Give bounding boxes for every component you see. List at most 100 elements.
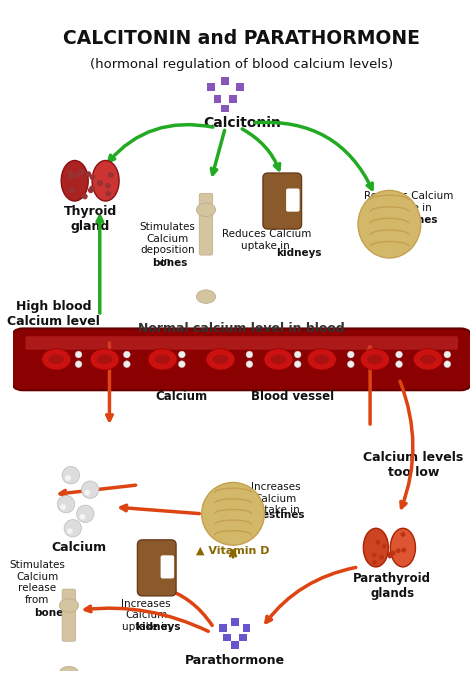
Circle shape — [396, 351, 402, 358]
Ellipse shape — [42, 349, 71, 370]
Ellipse shape — [358, 191, 421, 258]
Circle shape — [179, 361, 185, 367]
Circle shape — [75, 361, 82, 367]
Text: Increases
Calcium
uptake in: Increases Calcium uptake in — [251, 482, 301, 527]
Ellipse shape — [367, 354, 383, 364]
Circle shape — [97, 180, 103, 186]
Text: bones: bones — [153, 258, 188, 268]
Ellipse shape — [59, 599, 79, 612]
Ellipse shape — [49, 354, 64, 364]
Circle shape — [179, 351, 185, 358]
Ellipse shape — [59, 667, 79, 680]
Circle shape — [379, 555, 384, 559]
Text: bones: bones — [34, 609, 69, 618]
Text: Stimulates
Calcium
release
from: Stimulates Calcium release from — [9, 560, 65, 617]
Circle shape — [246, 351, 253, 358]
Ellipse shape — [360, 349, 390, 370]
FancyBboxPatch shape — [161, 555, 174, 579]
FancyBboxPatch shape — [223, 634, 231, 641]
Text: Calcitonin: Calcitonin — [203, 116, 281, 130]
FancyBboxPatch shape — [199, 193, 213, 255]
Circle shape — [388, 551, 392, 556]
Circle shape — [77, 505, 94, 522]
Ellipse shape — [61, 161, 88, 201]
Ellipse shape — [206, 349, 235, 370]
FancyBboxPatch shape — [239, 634, 246, 641]
Circle shape — [79, 169, 84, 175]
Ellipse shape — [97, 354, 112, 364]
FancyBboxPatch shape — [219, 624, 227, 632]
Circle shape — [401, 548, 406, 553]
FancyBboxPatch shape — [231, 618, 239, 626]
Circle shape — [375, 540, 380, 545]
Circle shape — [68, 173, 74, 179]
FancyBboxPatch shape — [263, 173, 301, 229]
Ellipse shape — [213, 354, 228, 364]
Circle shape — [60, 504, 66, 510]
Circle shape — [389, 552, 394, 557]
Ellipse shape — [148, 349, 177, 370]
Circle shape — [401, 532, 405, 537]
Circle shape — [246, 361, 253, 367]
Ellipse shape — [264, 349, 293, 370]
Text: Reduces Calcium
uptake in: Reduces Calcium uptake in — [222, 229, 311, 251]
Ellipse shape — [307, 349, 337, 370]
Ellipse shape — [196, 290, 216, 303]
Circle shape — [74, 172, 80, 178]
Circle shape — [68, 171, 74, 176]
Ellipse shape — [391, 528, 416, 567]
Circle shape — [372, 560, 377, 565]
FancyBboxPatch shape — [214, 95, 221, 102]
Circle shape — [396, 361, 402, 367]
Circle shape — [97, 180, 103, 186]
Text: High blood
Calcium level: High blood Calcium level — [7, 300, 100, 328]
Ellipse shape — [92, 161, 119, 201]
Circle shape — [75, 351, 82, 358]
Text: Increases
Calcium
uptake in: Increases Calcium uptake in — [121, 599, 171, 643]
Ellipse shape — [364, 528, 388, 567]
Text: Normal calcium level in blood: Normal calcium level in blood — [138, 322, 345, 335]
Text: kidneys: kidneys — [135, 622, 181, 632]
Circle shape — [62, 466, 80, 484]
Circle shape — [82, 193, 88, 199]
Circle shape — [382, 544, 387, 548]
Circle shape — [294, 361, 301, 367]
Circle shape — [123, 351, 130, 358]
FancyBboxPatch shape — [231, 641, 239, 649]
Circle shape — [396, 548, 401, 553]
Circle shape — [80, 514, 85, 520]
Circle shape — [89, 185, 95, 191]
Ellipse shape — [201, 482, 264, 545]
Circle shape — [64, 520, 82, 537]
Text: intestines: intestines — [246, 510, 305, 520]
Text: Parathyroid
glands: Parathyroid glands — [353, 572, 431, 600]
Ellipse shape — [155, 354, 170, 364]
FancyBboxPatch shape — [236, 83, 244, 91]
Text: Reduces Calcium
uptake in: Reduces Calcium uptake in — [364, 191, 454, 213]
Circle shape — [391, 550, 396, 555]
Text: ▲ Vitamin D: ▲ Vitamin D — [196, 546, 270, 556]
Circle shape — [444, 351, 451, 358]
FancyBboxPatch shape — [11, 329, 473, 390]
Circle shape — [67, 528, 73, 534]
Circle shape — [347, 351, 354, 358]
Text: CALCITONIN and PARATHORMONE: CALCITONIN and PARATHORMONE — [63, 29, 420, 48]
Circle shape — [90, 174, 95, 180]
Circle shape — [69, 188, 75, 193]
Circle shape — [85, 171, 91, 177]
Ellipse shape — [420, 354, 436, 364]
FancyBboxPatch shape — [229, 95, 237, 102]
FancyBboxPatch shape — [286, 189, 300, 212]
Ellipse shape — [90, 349, 119, 370]
Ellipse shape — [271, 354, 286, 364]
Text: Blood vessel: Blood vessel — [251, 390, 335, 403]
Circle shape — [108, 172, 114, 178]
Text: intestines: intestines — [380, 214, 438, 225]
Text: Calcium levels
too low: Calcium levels too low — [364, 451, 464, 479]
Circle shape — [105, 191, 111, 197]
Text: Calcium: Calcium — [51, 541, 106, 554]
Circle shape — [347, 361, 354, 367]
Circle shape — [65, 475, 71, 481]
Ellipse shape — [314, 354, 329, 364]
Ellipse shape — [196, 203, 216, 217]
